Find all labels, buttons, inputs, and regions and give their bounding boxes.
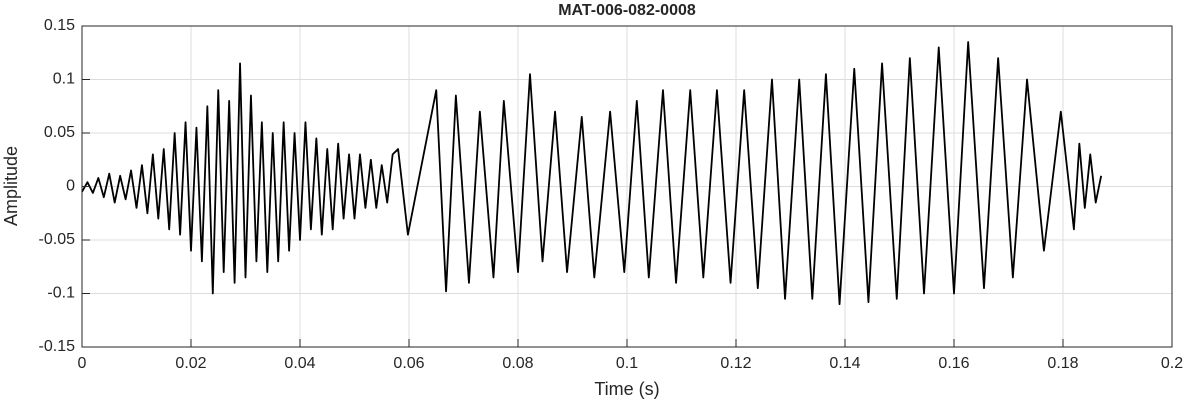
- plot-area: [81, 41, 1103, 306]
- y-tick-label: 0: [66, 178, 75, 195]
- x-tick-label: 0.02: [175, 355, 206, 372]
- ticks: 0 0.02 0.04 0.06 0.08 0.1 0.12 0.14 0.16 0.18 0.2 -…: [39, 17, 1184, 372]
- y-axis-label: Amplitude: [1, 146, 21, 226]
- y-tick-label: 0.15: [44, 17, 75, 34]
- x-axis-label: Time (s): [594, 379, 659, 399]
- y-tick-label: -0.15: [39, 338, 76, 355]
- x-tick-label: 0: [78, 355, 87, 372]
- x-tick-label: 0.18: [1047, 355, 1078, 372]
- x-tick-label: 0.16: [938, 355, 969, 372]
- y-tick-label: -0.1: [47, 285, 75, 302]
- y-tick-label: 0.05: [44, 124, 75, 141]
- x-tick-label: 0.06: [393, 355, 424, 372]
- x-tick-label: 0.14: [829, 355, 860, 372]
- x-tick-label: 0.2: [1161, 355, 1183, 372]
- x-tick-label: 0.12: [720, 355, 751, 372]
- chart-title: MAT-006-082-0008: [558, 2, 696, 19]
- x-tick-label: 0.08: [502, 355, 533, 372]
- x-tick-label: 0.04: [284, 355, 315, 372]
- y-tick-label: 0.1: [53, 71, 75, 88]
- y-tick-label: -0.05: [39, 231, 76, 248]
- x-tick-label: 0.1: [616, 355, 638, 372]
- waveform-line: [81, 41, 1103, 306]
